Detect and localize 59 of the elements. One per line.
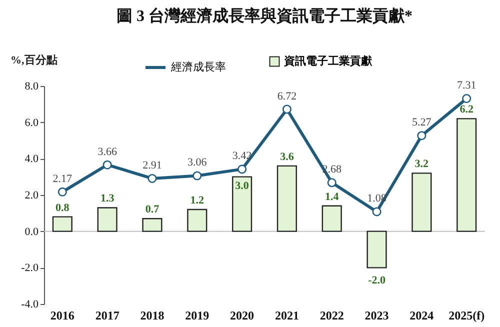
point bbox=[327, 178, 336, 188]
point bbox=[462, 94, 472, 104]
data-label: 0.7 bbox=[145, 204, 160, 216]
legend-label: 經濟成長率 bbox=[170, 60, 226, 74]
data-label: 3.6 bbox=[280, 150, 294, 163]
x-tick-label: 2018 bbox=[140, 308, 164, 322]
data-label: 2.17 bbox=[52, 172, 73, 185]
data-label: 3.66 bbox=[98, 146, 118, 158]
y-tick-label: 2.0 bbox=[24, 190, 39, 202]
data-label: 3.0 bbox=[235, 180, 250, 192]
bar bbox=[412, 172, 432, 232]
bar bbox=[456, 118, 477, 232]
x-tick-label: 2017 bbox=[95, 308, 120, 322]
y-tick-label: 4.0 bbox=[24, 153, 39, 166]
x-tick-label: 2022 bbox=[320, 308, 344, 322]
bar bbox=[366, 230, 387, 268]
chart-title: 圖 3 台灣經濟成長率與資訊電子工業貢獻* bbox=[116, 6, 412, 25]
legend-label: 資訊電子工業貢獻 bbox=[283, 54, 373, 68]
y-tick-label: 0.0 bbox=[24, 226, 39, 238]
point bbox=[282, 104, 292, 114]
bar bbox=[187, 208, 208, 232]
y-tick-label: -4.0 bbox=[21, 298, 39, 310]
x-tick-label: 2025(f) bbox=[448, 308, 485, 322]
y-axis-title: %,百分點 bbox=[10, 54, 58, 66]
data-label: -2.0 bbox=[368, 274, 386, 287]
y-tick-label: 6.0 bbox=[24, 116, 39, 129]
point bbox=[192, 171, 202, 180]
bar bbox=[97, 207, 118, 232]
y-tick-label: 8.0 bbox=[24, 80, 39, 92]
data-label: 1.4 bbox=[324, 190, 340, 203]
data-label: 5.27 bbox=[412, 116, 432, 129]
point bbox=[372, 207, 382, 216]
x-tick-label: 2016 bbox=[50, 308, 74, 322]
data-label: 3.42 bbox=[232, 150, 252, 162]
x-tick-label: 2020 bbox=[230, 308, 254, 322]
x-tick-label: 2023 bbox=[364, 308, 389, 322]
bar bbox=[276, 165, 297, 232]
point bbox=[238, 164, 247, 174]
data-label: 0.8 bbox=[56, 202, 70, 214]
bar bbox=[322, 205, 342, 232]
x-tick-label: 2021 bbox=[274, 308, 299, 322]
bar bbox=[232, 176, 252, 232]
point bbox=[148, 174, 157, 183]
x-tick-label: 2019 bbox=[185, 308, 210, 322]
x-tick-label: 2024 bbox=[410, 308, 434, 322]
data-label: 6.2 bbox=[460, 104, 474, 116]
data-label: 3.06 bbox=[188, 156, 208, 169]
data-label: 1.2 bbox=[190, 194, 205, 207]
point bbox=[58, 187, 67, 196]
data-label: 2.91 bbox=[142, 159, 162, 172]
bar bbox=[142, 218, 162, 232]
point bbox=[417, 131, 426, 140]
data-label: 6.72 bbox=[277, 90, 297, 102]
data-label: 7.31 bbox=[456, 80, 476, 92]
point bbox=[102, 160, 112, 170]
bar bbox=[52, 216, 72, 232]
data-label: 3.2 bbox=[414, 158, 430, 170]
y-tick-label: -2.0 bbox=[21, 262, 39, 274]
data-label: 1.3 bbox=[100, 192, 115, 205]
